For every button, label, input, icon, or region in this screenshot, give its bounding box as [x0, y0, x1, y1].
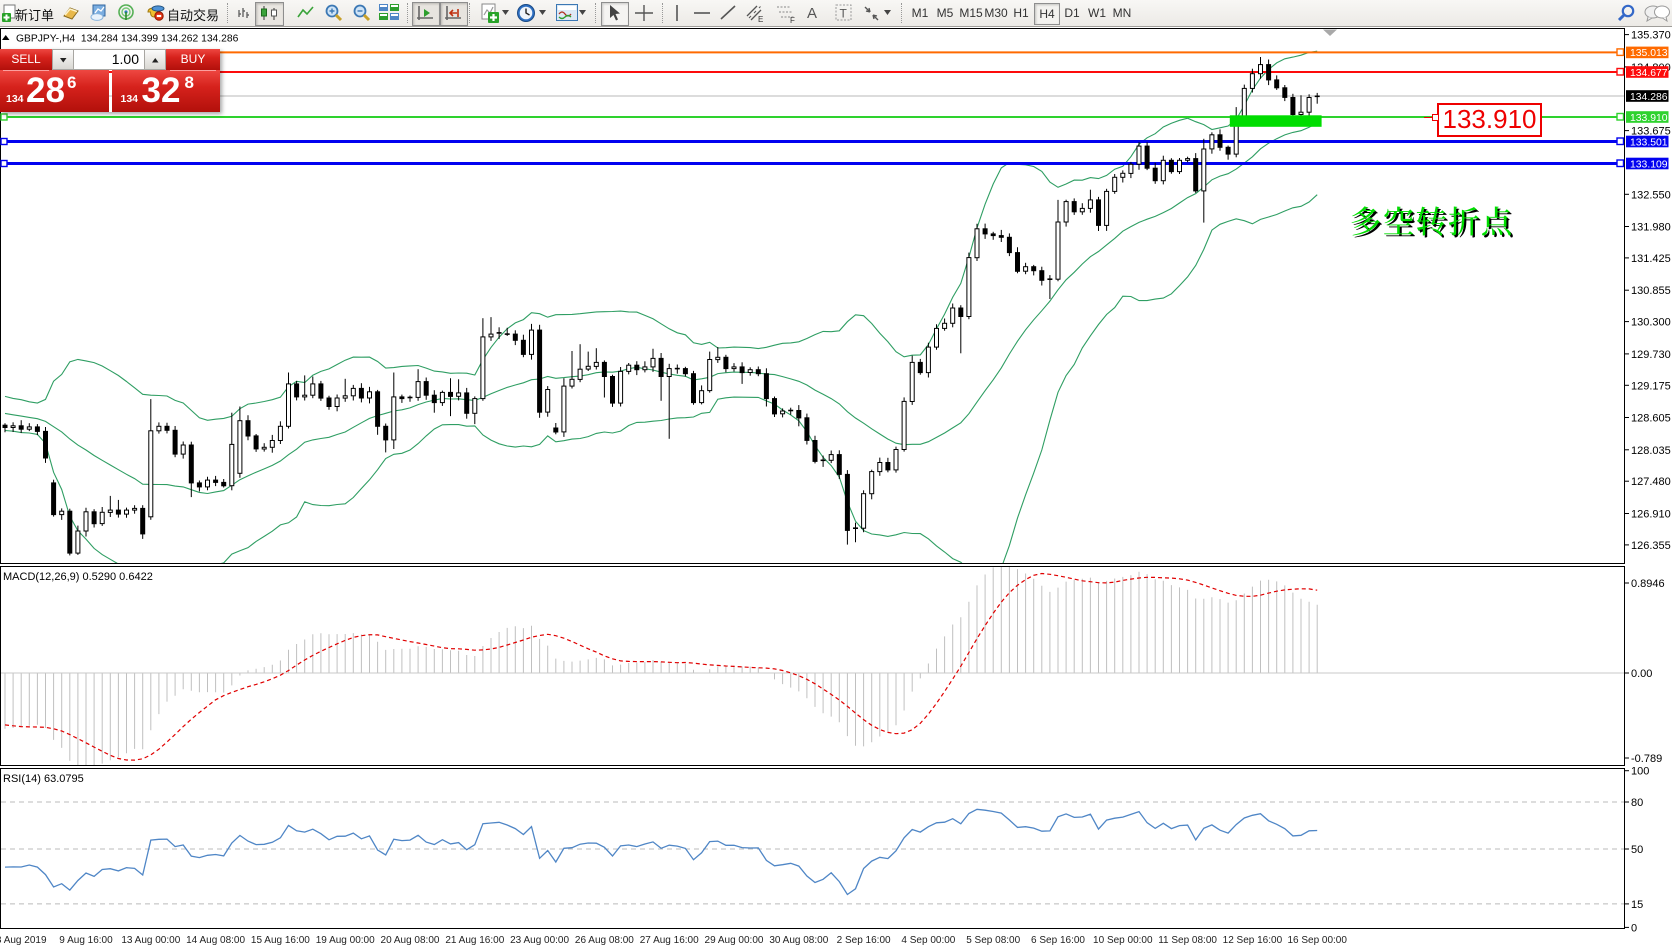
svg-text:4 Sep 00:00: 4 Sep 00:00 — [901, 935, 955, 946]
svg-text:16 Sep 00:00: 16 Sep 00:00 — [1287, 935, 1347, 946]
svg-text:135.013: 135.013 — [1630, 48, 1668, 59]
svg-text:9 Aug 16:00: 9 Aug 16:00 — [59, 935, 113, 946]
svg-text:130.300: 130.300 — [1631, 317, 1671, 329]
svg-text:6 Sep 16:00: 6 Sep 16:00 — [1031, 935, 1085, 946]
svg-text:11 Sep 08:00: 11 Sep 08:00 — [1158, 935, 1217, 946]
svg-text:30 Aug 08:00: 30 Aug 08:00 — [769, 935, 828, 946]
svg-text:19 Aug 00:00: 19 Aug 00:00 — [316, 935, 375, 946]
svg-text:100: 100 — [1631, 766, 1649, 778]
svg-text:8 Aug 2019: 8 Aug 2019 — [0, 935, 47, 946]
svg-text:RSI(14) 63.0795: RSI(14) 63.0795 — [3, 773, 84, 785]
svg-text:15: 15 — [1631, 899, 1643, 911]
svg-text:5 Sep 08:00: 5 Sep 08:00 — [966, 935, 1020, 946]
svg-text:128.605: 128.605 — [1631, 413, 1671, 425]
svg-text:132.550: 132.550 — [1631, 189, 1671, 201]
svg-text:133.675: 133.675 — [1631, 126, 1671, 138]
svg-text:128.035: 128.035 — [1631, 445, 1671, 457]
svg-text:21 Aug 16:00: 21 Aug 16:00 — [445, 935, 504, 946]
svg-text:126.910: 126.910 — [1631, 509, 1671, 521]
svg-text:0.00: 0.00 — [1631, 668, 1652, 680]
svg-text:0.8946: 0.8946 — [1631, 578, 1665, 590]
svg-text:T: T — [840, 7, 848, 21]
svg-text:F: F — [790, 16, 795, 23]
svg-text:133.501: 133.501 — [1630, 137, 1668, 148]
svg-text:12 Sep 16:00: 12 Sep 16:00 — [1223, 935, 1283, 946]
svg-text:20 Aug 08:00: 20 Aug 08:00 — [381, 935, 440, 946]
svg-text:126.355: 126.355 — [1631, 540, 1671, 552]
svg-text:0: 0 — [1631, 922, 1637, 934]
svg-text:50: 50 — [1631, 844, 1643, 856]
svg-text:127.480: 127.480 — [1631, 476, 1671, 488]
svg-text:A: A — [807, 5, 817, 21]
svg-text:129.730: 129.730 — [1631, 349, 1671, 361]
svg-text:29 Aug 00:00: 29 Aug 00:00 — [705, 935, 764, 946]
svg-text:23 Aug 00:00: 23 Aug 00:00 — [510, 935, 569, 946]
svg-text:133.910: 133.910 — [1630, 113, 1668, 124]
svg-text:26 Aug 08:00: 26 Aug 08:00 — [575, 935, 634, 946]
svg-text:134.286: 134.286 — [1630, 92, 1668, 103]
svg-text:80: 80 — [1631, 797, 1643, 809]
svg-text:E: E — [758, 15, 763, 23]
svg-text:131.980: 131.980 — [1631, 222, 1671, 234]
svg-text:130.855: 130.855 — [1631, 285, 1671, 297]
svg-text:MACD(12,26,9) 0.5290 0.6422: MACD(12,26,9) 0.5290 0.6422 — [3, 571, 153, 583]
svg-text:10 Sep 00:00: 10 Sep 00:00 — [1093, 935, 1153, 946]
svg-text:GBPJPY-,H4 134.284 134.399 13: GBPJPY-,H4 134.284 134.399 134.262 134.2… — [16, 34, 239, 45]
svg-text:-0.789: -0.789 — [1631, 753, 1662, 765]
svg-text:131.425: 131.425 — [1631, 253, 1671, 265]
svg-text:135.370: 135.370 — [1631, 30, 1671, 42]
svg-text:27 Aug 16:00: 27 Aug 16:00 — [640, 935, 699, 946]
svg-text:2 Sep 16:00: 2 Sep 16:00 — [837, 935, 891, 946]
svg-text:14 Aug 08:00: 14 Aug 08:00 — [186, 935, 245, 946]
svg-text:13 Aug 00:00: 13 Aug 00:00 — [121, 935, 180, 946]
svg-text:133.109: 133.109 — [1630, 159, 1668, 170]
svg-text:134.677: 134.677 — [1630, 68, 1668, 79]
svg-text:129.175: 129.175 — [1631, 380, 1671, 392]
svg-text:15 Aug 16:00: 15 Aug 16:00 — [251, 935, 310, 946]
